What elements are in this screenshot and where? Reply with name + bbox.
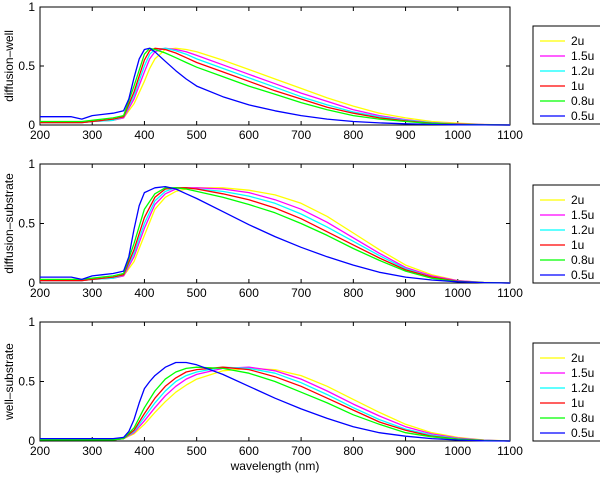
legend-entry-1.2u: 1.2u bbox=[571, 64, 594, 78]
series-line-0.5u bbox=[40, 47, 511, 126]
x-tick-label: 1100 bbox=[497, 286, 523, 300]
x-tick-label: 200 bbox=[30, 286, 50, 300]
y-axis-label: diffusion–substrate bbox=[2, 173, 16, 274]
legend-entry-1u: 1u bbox=[571, 79, 584, 93]
x-tick-label: 800 bbox=[343, 444, 363, 458]
y-tick-label: 0 bbox=[28, 276, 35, 290]
y-tick-label: 1 bbox=[28, 157, 35, 171]
series-line-0.5u bbox=[40, 185, 511, 284]
legend-entry-0.5u: 0.5u bbox=[571, 268, 594, 282]
series-line-0.8u bbox=[40, 47, 511, 126]
legend-entry-1.5u: 1.5u bbox=[571, 49, 594, 63]
legend-box bbox=[532, 342, 600, 442]
x-tick-label: 900 bbox=[396, 128, 416, 142]
x-tick-label: 900 bbox=[396, 444, 416, 458]
x-tick-label: 600 bbox=[239, 444, 259, 458]
legend-entry-1.5u: 1.5u bbox=[571, 208, 594, 222]
legend-entry-1.2u: 1.2u bbox=[571, 381, 594, 395]
legend-entry-1.2u: 1.2u bbox=[571, 223, 594, 237]
legend-box bbox=[532, 25, 600, 125]
plot-area bbox=[39, 163, 511, 284]
x-tick-label: 700 bbox=[291, 128, 311, 142]
x-tick-label: 700 bbox=[291, 286, 311, 300]
plot-area bbox=[39, 6, 511, 126]
series-line-1u bbox=[40, 187, 511, 284]
legend-entry-2u: 2u bbox=[571, 351, 584, 365]
x-tick-label: 500 bbox=[187, 286, 207, 300]
series-line-2u bbox=[40, 367, 511, 442]
legend-entry-2u: 2u bbox=[571, 193, 584, 207]
y-tick-label: 1 bbox=[28, 315, 35, 329]
x-tick-label: 1000 bbox=[444, 286, 471, 300]
x-tick-label: 200 bbox=[30, 444, 50, 458]
y-tick-label: 0.5 bbox=[18, 217, 35, 231]
x-tick-label: 700 bbox=[291, 444, 311, 458]
legend-entry-0.5u: 0.5u bbox=[571, 109, 594, 123]
series-line-1u bbox=[40, 366, 511, 442]
x-tick-label: 400 bbox=[134, 444, 154, 458]
y-tick-label: 0.5 bbox=[18, 375, 35, 389]
x-tick-label: 1100 bbox=[497, 444, 523, 458]
legend-entry-2u: 2u bbox=[571, 34, 584, 48]
x-tick-label: 400 bbox=[134, 286, 154, 300]
y-axis-label: diffusion–well bbox=[2, 30, 16, 102]
x-tick-label: 300 bbox=[82, 128, 102, 142]
x-tick-label: 600 bbox=[239, 286, 259, 300]
legend-entry-0.8u: 0.8u bbox=[571, 253, 594, 267]
x-tick-label: 800 bbox=[343, 286, 363, 300]
chart-panel-2: 200 300 400 500 600 700 800 900 1000 1100 0 0.5 1 dif… bbox=[2, 157, 600, 300]
x-tick-label: 400 bbox=[134, 128, 154, 142]
legend-entry-0.8u: 0.8u bbox=[571, 94, 594, 108]
series-line-1.5u bbox=[40, 187, 511, 284]
chart-panel-1: 200 300 400 500 600 700 800 900 1000 1100 0 0.5 1 dif… bbox=[2, 0, 600, 142]
x-tick-label: 900 bbox=[396, 286, 416, 300]
y-tick-label: 1 bbox=[28, 0, 35, 14]
legend-entry-0.8u: 0.8u bbox=[571, 411, 594, 425]
x-tick-label: 500 bbox=[187, 444, 207, 458]
x-tick-label: 1000 bbox=[444, 128, 471, 142]
x-tick-label: 1100 bbox=[497, 128, 523, 142]
x-tick-label: 500 bbox=[187, 128, 207, 142]
y-tick-label: 0 bbox=[28, 434, 35, 448]
series-line-0.8u bbox=[40, 187, 511, 284]
y-tick-label: 0.5 bbox=[18, 59, 35, 73]
legend-box bbox=[532, 184, 600, 284]
y-axis-label: well–substrate bbox=[2, 343, 16, 421]
legend-entry-1.5u: 1.5u bbox=[571, 366, 594, 380]
x-tick-label: 1000 bbox=[444, 444, 471, 458]
x-tick-label: 800 bbox=[343, 128, 363, 142]
legend-entry-1u: 1u bbox=[571, 238, 584, 252]
legend-entry-1u: 1u bbox=[571, 396, 584, 410]
series-line-0.5u bbox=[40, 361, 511, 442]
series-line-0.8u bbox=[40, 366, 511, 442]
chart-panel-3: 200 300 400 500 600 700 800 900 1000 1100 0 0.5 1 wel… bbox=[2, 315, 600, 473]
x-tick-label: 600 bbox=[239, 128, 259, 142]
x-axis-label: wavelength (nm) bbox=[230, 459, 320, 473]
x-tick-label: 200 bbox=[30, 128, 50, 142]
x-tick-label: 300 bbox=[82, 286, 102, 300]
y-tick-label: 0 bbox=[28, 118, 35, 132]
legend-entry-0.5u: 0.5u bbox=[571, 426, 594, 440]
x-tick-label: 300 bbox=[82, 444, 102, 458]
